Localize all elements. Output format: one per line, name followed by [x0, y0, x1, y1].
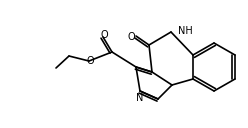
Text: N: N	[136, 93, 144, 103]
Text: O: O	[127, 32, 135, 42]
Text: NH: NH	[178, 26, 192, 36]
Text: O: O	[100, 30, 108, 40]
Text: O: O	[86, 56, 94, 66]
